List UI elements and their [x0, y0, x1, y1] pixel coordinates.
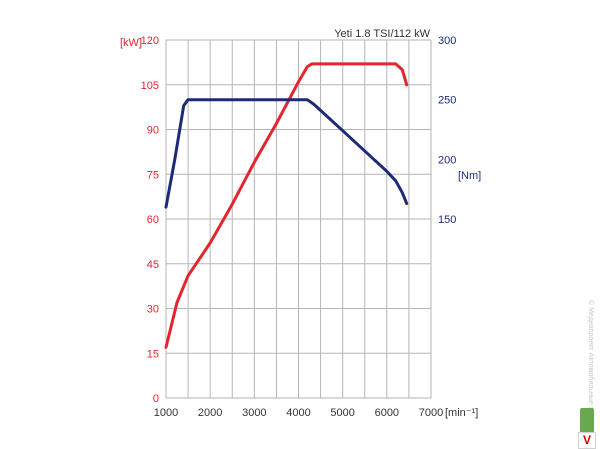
v-logo-icon: V — [578, 432, 596, 449]
right-tick-label: 200 — [438, 154, 456, 166]
power-line — [164, 62, 409, 349]
x-tick-label: 3000 — [242, 407, 266, 419]
chart-title: Yeti 1.8 TSI/112 kW — [334, 28, 430, 40]
x-tick-label: 2000 — [198, 407, 222, 419]
x-tick-label: 7000 — [419, 407, 443, 419]
tick-labels: 0 15 30 45 60 75 90 105 120 150 200 250 300 1000 2000 3… — [141, 35, 457, 419]
site-logo-icon — [580, 408, 594, 434]
left-tick-label: 45 — [147, 259, 159, 271]
torque-line — [164, 98, 409, 209]
x-tick-label: 5000 — [330, 407, 354, 419]
x-axis-label: [min⁻¹] — [445, 407, 478, 419]
left-tick-label: 60 — [147, 214, 159, 226]
grid-lines — [165, 39, 432, 399]
series-group — [164, 62, 409, 349]
x-tick-label: 1000 — [154, 407, 178, 419]
right-axis-label: [Nm] — [458, 170, 481, 182]
left-tick-label: 75 — [147, 169, 159, 181]
left-axis-label: [kW] — [120, 37, 142, 49]
left-tick-label: 90 — [147, 125, 159, 137]
x-tick-label: 6000 — [375, 407, 399, 419]
left-tick-label: 120 — [141, 35, 159, 47]
right-tick-label: 300 — [438, 35, 456, 47]
left-tick-label: 15 — [147, 348, 159, 360]
left-tick-label: 30 — [147, 304, 159, 316]
x-tick-label: 4000 — [286, 407, 310, 419]
right-tick-label: 250 — [438, 95, 456, 107]
left-tick-label: 0 — [153, 393, 159, 405]
right-tick-label: 150 — [438, 214, 456, 226]
left-tick-label: 105 — [141, 80, 159, 92]
